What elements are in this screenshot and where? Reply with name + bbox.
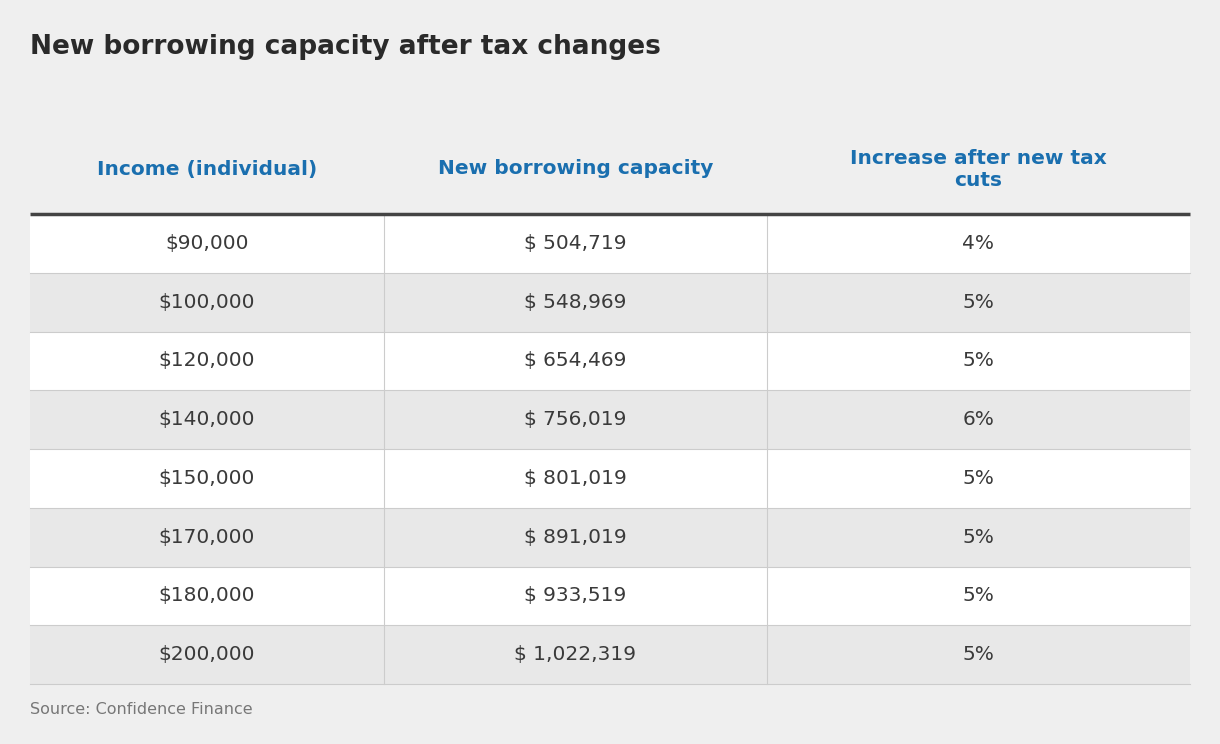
Text: $180,000: $180,000 [159, 586, 255, 606]
Text: $ 654,469: $ 654,469 [525, 351, 626, 371]
Bar [30, 449, 1190, 507]
Text: $ 891,019: $ 891,019 [523, 527, 627, 547]
Text: $ 756,019: $ 756,019 [525, 410, 626, 429]
Text: $150,000: $150,000 [159, 469, 255, 488]
Bar [30, 273, 1190, 332]
Text: $ 504,719: $ 504,719 [523, 234, 626, 253]
Text: $140,000: $140,000 [159, 410, 255, 429]
Text: 5%: 5% [963, 527, 994, 547]
Bar [30, 391, 1190, 449]
Text: $ 548,969: $ 548,969 [525, 292, 626, 312]
Text: 5%: 5% [963, 586, 994, 606]
Text: Income (individual): Income (individual) [96, 159, 317, 179]
Text: Increase after new tax
cuts: Increase after new tax cuts [850, 149, 1107, 190]
Text: $170,000: $170,000 [159, 527, 255, 547]
Text: 5%: 5% [963, 469, 994, 488]
Bar [30, 214, 1190, 273]
Text: New borrowing capacity: New borrowing capacity [438, 159, 712, 179]
Text: 6%: 6% [963, 410, 994, 429]
Text: $ 801,019: $ 801,019 [523, 469, 627, 488]
Bar [30, 332, 1190, 391]
Text: New borrowing capacity after tax changes: New borrowing capacity after tax changes [30, 34, 661, 60]
Text: 5%: 5% [963, 292, 994, 312]
Bar [30, 625, 1190, 684]
Text: 4%: 4% [963, 234, 994, 253]
Text: $ 1,022,319: $ 1,022,319 [514, 645, 636, 664]
Text: $120,000: $120,000 [159, 351, 255, 371]
Text: $ 933,519: $ 933,519 [525, 586, 626, 606]
Text: Source: Confidence Finance: Source: Confidence Finance [30, 702, 253, 717]
Text: $200,000: $200,000 [159, 645, 255, 664]
Bar [30, 507, 1190, 566]
Text: 5%: 5% [963, 645, 994, 664]
Text: $90,000: $90,000 [165, 234, 249, 253]
Text: $100,000: $100,000 [159, 292, 255, 312]
Bar [30, 566, 1190, 625]
Text: 5%: 5% [963, 351, 994, 371]
